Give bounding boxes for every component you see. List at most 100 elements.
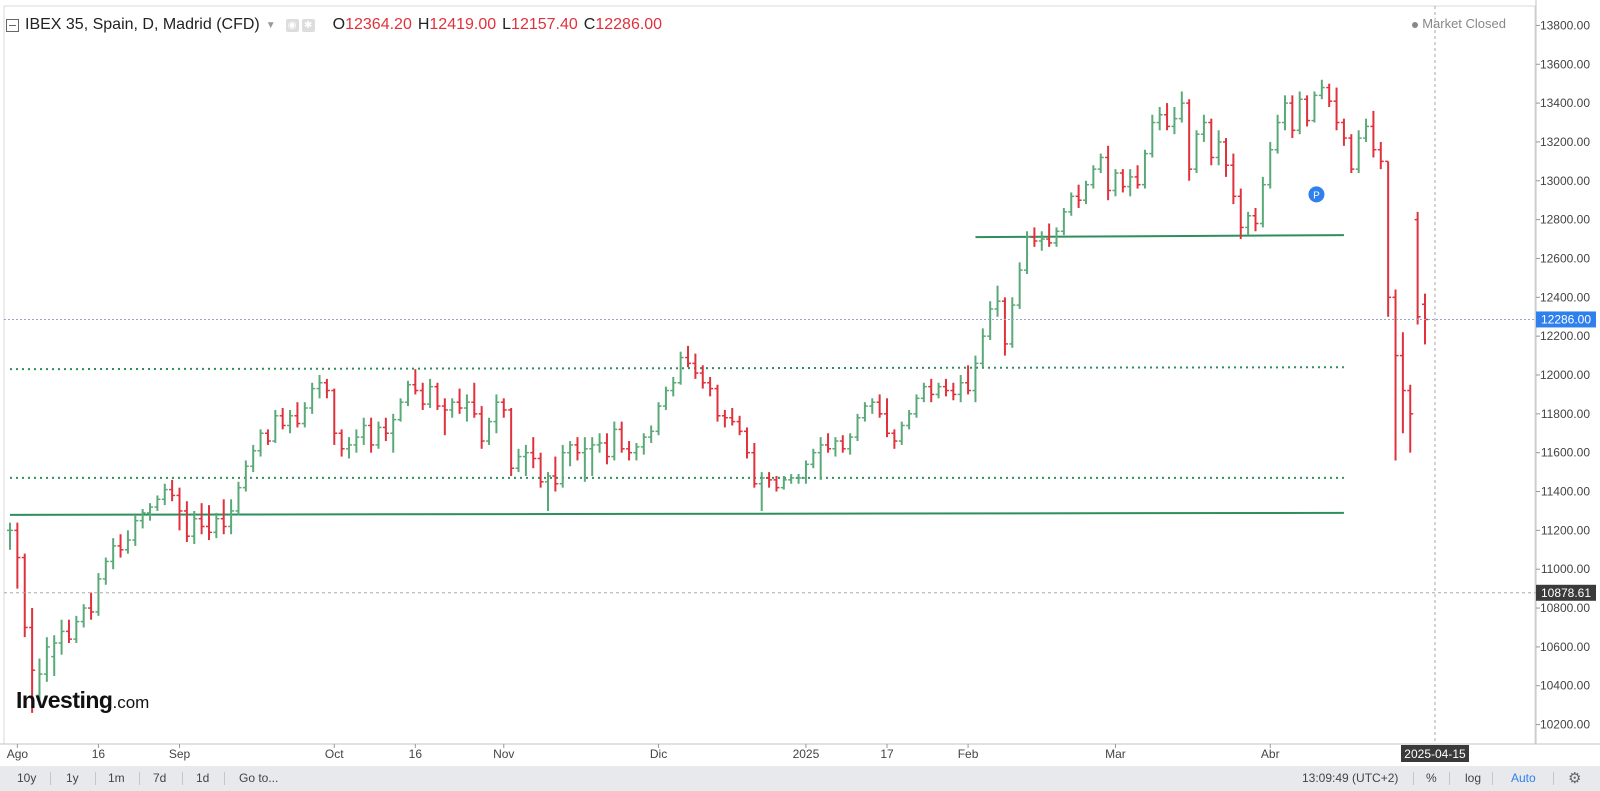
gear-icon[interactable]: ⚙	[1568, 770, 1582, 787]
ohlc-bar	[626, 441, 633, 461]
eye-icon[interactable]: ◉	[285, 18, 299, 32]
ohlc-bar	[1274, 114, 1281, 154]
settings-small-icon[interactable]: ✱	[301, 18, 315, 32]
ohlc-bar	[29, 608, 36, 713]
ohlc-bar	[854, 413, 861, 442]
ohlc-bar	[434, 382, 441, 410]
drawn-lines	[9, 234, 1344, 516]
ohlc-bar	[1097, 153, 1104, 174]
range-button-10y[interactable]: 10y	[17, 771, 37, 785]
ohlc-bar	[427, 378, 434, 409]
ohlc-bar	[235, 481, 242, 515]
ohlc-bar	[1363, 118, 1370, 142]
x-tick-label: Abr	[1261, 747, 1280, 761]
ohlc-bar	[205, 505, 212, 541]
range-button-1d[interactable]: 1d	[196, 771, 210, 785]
ohlc-bar	[338, 429, 345, 457]
y-tick-label: 10200.00	[1540, 718, 1590, 732]
open-label: O	[332, 16, 346, 33]
goto-button[interactable]: Go to...	[239, 771, 279, 785]
ohlc-bar	[1149, 114, 1156, 158]
ohlc-bar	[633, 442, 640, 461]
ohlc-bar	[287, 409, 294, 434]
support-line-dotted	[9, 366, 1344, 371]
ohlc-bar	[1348, 134, 1355, 174]
market-status-text: Market Closed	[1422, 16, 1506, 31]
ohlc-bar	[323, 378, 330, 399]
last-price-badge	[1536, 311, 1596, 328]
ohlc-bar	[213, 512, 220, 539]
ohlc-bar	[530, 437, 537, 469]
ohlc-bar	[699, 365, 706, 389]
open-value: 12364.20	[345, 16, 412, 33]
y-axis: 10200.00 10400.00 10600.00 10800.00 11000.00…	[1536, 18, 1590, 732]
collapse-icon[interactable]	[6, 18, 19, 32]
range-button-7d[interactable]: 7d	[153, 771, 167, 785]
y-tick-label: 10400.00	[1540, 679, 1590, 693]
ohlc-bar	[51, 635, 58, 677]
ohlc-bar	[515, 448, 522, 473]
ohlc-bar	[279, 408, 286, 430]
market-status: Market Closed	[1412, 16, 1506, 31]
x-tick-label: 2025	[793, 747, 820, 761]
y-tick-label: 10800.00	[1540, 601, 1590, 615]
log-toggle[interactable]: log	[1465, 771, 1482, 785]
ohlc-bar	[1024, 231, 1031, 275]
symbol-title[interactable]: IBEX 35, Spain, D, Madrid (CFD)	[25, 16, 260, 33]
separator	[1413, 772, 1414, 785]
ohlc-bar	[1038, 231, 1045, 251]
ohlc-bar	[1208, 118, 1215, 166]
range-button-1y[interactable]: 1y	[66, 771, 79, 785]
ohlc-bar	[677, 351, 684, 385]
ohlc-bar	[1001, 297, 1008, 356]
ohlc-bar	[1171, 106, 1178, 135]
ohlc-bar	[1237, 188, 1244, 240]
crosshair-price-label: 10878.61	[1541, 586, 1591, 600]
ohlc-bar	[758, 472, 765, 511]
ohlc-bar	[972, 355, 979, 403]
ohlc-bar	[618, 421, 625, 453]
range-button-1m[interactable]: 1m	[108, 771, 125, 785]
ohlc-bar	[449, 398, 456, 418]
ohlc-bar	[1355, 130, 1362, 174]
separator	[224, 772, 225, 785]
ohlc-bar	[1186, 99, 1193, 181]
x-tick-label: Dic	[650, 747, 667, 761]
auto-scale-toggle[interactable]: Auto	[1511, 771, 1536, 785]
crosshair-price-badge	[1536, 584, 1596, 601]
y-tick-label: 11800.00	[1541, 407, 1590, 421]
last-price-label: 12286.00	[1541, 312, 1591, 326]
ohlc-bar	[906, 409, 913, 430]
chevron-down-icon[interactable]: ▼	[265, 19, 276, 31]
ohlc-bars	[7, 79, 1428, 713]
percent-toggle[interactable]: %	[1426, 771, 1437, 785]
ohlc-bar	[898, 421, 905, 445]
ohlc-bar	[191, 510, 198, 544]
ohlc-bar	[124, 530, 131, 554]
x-tick-label: 17	[880, 747, 894, 761]
ohlc-bar	[117, 534, 124, 558]
crosshair-date-badge	[1401, 745, 1469, 762]
ohlc-bar	[88, 592, 95, 620]
ohlc-bar	[456, 388, 463, 414]
ohlc-bar	[508, 408, 515, 476]
ohlc-bar	[780, 475, 787, 490]
ohlc-bar	[220, 499, 227, 535]
ohlc-bar	[132, 514, 139, 546]
event-marker-label: P	[1313, 190, 1320, 201]
ohlc-bar	[368, 417, 375, 453]
ohlc-bar	[1156, 106, 1163, 131]
price-chart[interactable]: 10200.00 10400.00 10600.00 10800.00 11000.00…	[0, 0, 1600, 766]
y-tick-label: 11000.00	[1541, 562, 1590, 576]
plot-frame	[3, 5, 1536, 745]
ohlc-bar	[1134, 165, 1141, 189]
ohlc-bar	[1046, 223, 1053, 247]
separator	[1553, 772, 1554, 785]
y-tick-label: 11600.00	[1541, 446, 1590, 460]
trend-line	[975, 234, 1344, 239]
ohlc-bar	[817, 437, 824, 480]
investing-logo: Investing.com	[16, 687, 149, 714]
ohlc-bar	[861, 402, 868, 422]
ohlc-bar	[154, 495, 161, 511]
y-tick-label: 12600.00	[1540, 251, 1590, 265]
